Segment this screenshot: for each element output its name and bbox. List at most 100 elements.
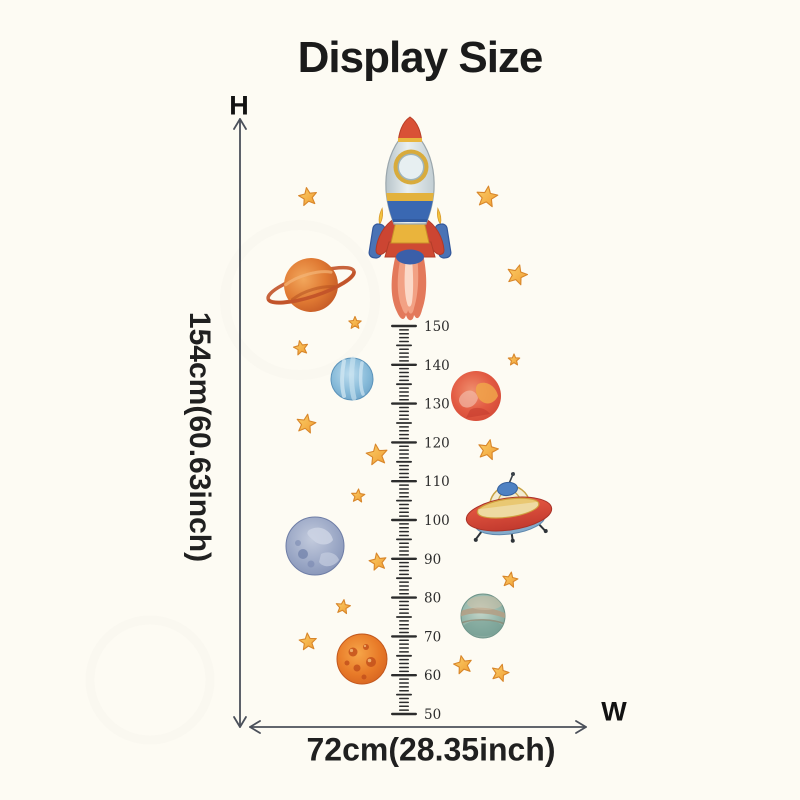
height-ruler: 50 60 70 80 90 100 110 120 130 140 150	[391, 319, 450, 723]
ruler-number: 80	[424, 591, 441, 607]
red-planet-icon	[451, 371, 501, 421]
star-icon	[335, 599, 351, 615]
ruler-tick	[399, 472, 409, 475]
ruler-tick	[391, 441, 417, 444]
star-icon	[502, 571, 519, 588]
ruler-tick	[399, 592, 409, 595]
ruler-tick	[399, 600, 409, 603]
ruler-tick	[399, 542, 409, 545]
ruler-tick	[396, 499, 412, 502]
rocket-icon	[368, 116, 452, 265]
ruler-tick	[399, 624, 409, 626]
ruler-tick	[396, 577, 412, 580]
width-dimension-value: 72cm(28.35inch)	[306, 731, 556, 768]
star-icon	[298, 187, 317, 207]
ruler-tick	[399, 464, 409, 467]
ruler-tick	[399, 670, 409, 673]
ruler-tick	[391, 480, 417, 483]
ruler-tick	[399, 631, 409, 634]
ruler-number: 120	[424, 435, 450, 451]
ruler-tick	[399, 651, 409, 653]
ruler-tick	[399, 495, 409, 498]
ruler-tick	[399, 329, 409, 331]
ruler-tick	[399, 627, 409, 630]
ruler-tick	[399, 348, 409, 351]
ruler-tick	[391, 557, 417, 560]
ruler-tick	[396, 383, 412, 386]
star-icon	[365, 443, 388, 466]
ruler-tick	[399, 492, 409, 494]
ruler-tick	[399, 573, 409, 576]
ruler-tick	[399, 530, 409, 533]
stars-layer	[292, 185, 529, 682]
ruler-tick	[399, 709, 409, 711]
ruler-tick	[399, 647, 409, 649]
star-icon	[507, 264, 529, 286]
star-icon	[298, 632, 317, 651]
ruler-tick	[399, 507, 409, 510]
ruler-tick	[391, 635, 417, 638]
ruler-tick	[399, 682, 409, 684]
ruler-tick	[399, 550, 409, 552]
ruler-tick	[399, 449, 409, 451]
ruler-tick	[399, 620, 409, 622]
ruler-tick	[399, 356, 409, 358]
ruler-tick	[399, 554, 409, 556]
ruler-tick	[399, 387, 409, 389]
ruler-tick	[399, 484, 409, 486]
ruler-tick	[391, 674, 417, 677]
ruler-tick	[391, 518, 417, 522]
star-icon	[351, 488, 366, 503]
ruler-tick	[396, 422, 412, 424]
teal-planet-icon	[460, 593, 506, 639]
ruler-tick	[399, 360, 409, 362]
ruler-number: 150	[424, 319, 450, 335]
ruler-tick	[399, 515, 409, 517]
star-icon	[478, 439, 499, 461]
ruler-tick	[399, 612, 409, 614]
star-icon	[296, 413, 317, 434]
ruler-tick	[399, 546, 409, 548]
ruler-tick	[399, 379, 409, 382]
ruler-number: 110	[424, 474, 450, 490]
ruler-number: 70	[424, 629, 441, 645]
ruler-tick	[399, 410, 409, 413]
ruler-tick	[399, 352, 409, 354]
crater-planet-icon	[336, 633, 388, 685]
ruler-tick	[399, 639, 409, 642]
ruler-tick	[399, 585, 409, 587]
ruler-tick	[399, 604, 409, 607]
ruler-tick	[399, 565, 409, 568]
ruler-tick	[396, 654, 412, 657]
ruler-number: 130	[424, 397, 450, 413]
ruler-tick	[399, 336, 409, 339]
ruler-tick	[399, 608, 409, 610]
star-icon	[292, 340, 309, 356]
ruler-tick	[399, 643, 409, 645]
ruler-tick	[399, 534, 409, 537]
height-letter-label: H	[229, 90, 249, 121]
ruler-tick	[399, 589, 409, 591]
ruler-number: 60	[424, 668, 441, 684]
ruler-tick	[399, 418, 409, 420]
ruler-tick	[396, 460, 412, 463]
star-icon	[453, 655, 472, 675]
ruler-tick	[399, 705, 409, 707]
star-icon	[476, 185, 499, 208]
ruler-tick	[399, 662, 409, 665]
star-icon	[507, 353, 521, 366]
ruler-tick	[399, 437, 409, 440]
ruler-tick	[391, 712, 417, 716]
saturn-planet-icon	[266, 258, 356, 312]
ruler-tick	[396, 693, 412, 696]
ruler-tick	[399, 561, 409, 564]
ruler-tick	[399, 395, 409, 397]
paper-texture	[90, 225, 375, 740]
ruler-tick	[399, 426, 409, 428]
ufo-icon	[465, 472, 553, 543]
ruler-tick	[399, 523, 409, 525]
ruler-tick	[399, 371, 409, 374]
ruler-tick	[391, 324, 417, 328]
ruler-tick	[399, 569, 409, 572]
